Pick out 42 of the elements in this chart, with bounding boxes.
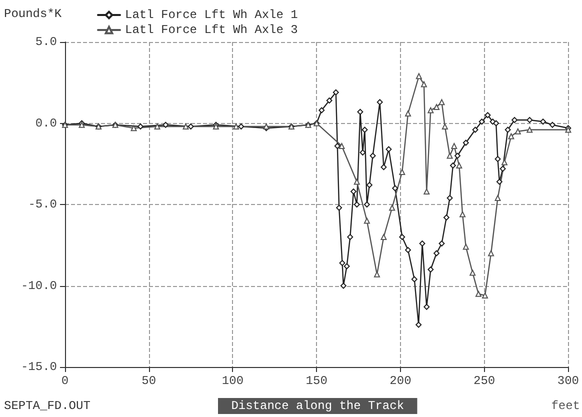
text: SEPTA_FD.OUT: [4, 399, 90, 413]
y-tick-label: -15.0: [20, 360, 57, 374]
text: feet: [551, 399, 580, 413]
point: [130, 125, 137, 132]
point: [420, 81, 427, 88]
legend-label: Latl Force Lft Wh Axle 3: [125, 23, 298, 37]
point: [501, 159, 508, 166]
point: [405, 110, 412, 116]
point: [446, 152, 453, 159]
point: [416, 73, 422, 80]
point: [470, 270, 476, 276]
x-tick-label: 200: [390, 374, 412, 388]
point: [462, 244, 469, 250]
y-tick-label: -10.0: [20, 278, 57, 293]
y-tick-label: -5.0: [28, 198, 57, 212]
point: [488, 250, 494, 256]
point: [354, 178, 360, 185]
point: [399, 169, 406, 175]
y-tick-label: 0.0: [35, 116, 57, 130]
point: [460, 211, 466, 218]
x-tick-label: 300: [557, 374, 580, 388]
x-tick-label: 0: [61, 374, 69, 388]
point: [389, 204, 396, 211]
point: [428, 107, 434, 114]
point: [514, 128, 521, 134]
point: [424, 188, 430, 194]
point: [494, 195, 501, 201]
x-tick-label: 100: [222, 374, 244, 388]
x-tick-label: 50: [142, 374, 156, 388]
point: [508, 133, 514, 140]
legend-label: Latl Force Lft Wh Axle 1: [125, 8, 298, 22]
y-tick-label: 5.0: [35, 35, 57, 49]
point: [526, 126, 533, 133]
x-tick-label: 150: [306, 374, 328, 388]
point: [438, 99, 445, 106]
point: [364, 218, 370, 224]
x-tick-label: 250: [474, 374, 496, 388]
point: [482, 292, 488, 298]
y-axis-title: Pounds*K: [4, 7, 62, 21]
point: [475, 290, 482, 297]
x-axis-title: Distance along the Track: [224, 399, 412, 413]
point: [442, 124, 448, 130]
